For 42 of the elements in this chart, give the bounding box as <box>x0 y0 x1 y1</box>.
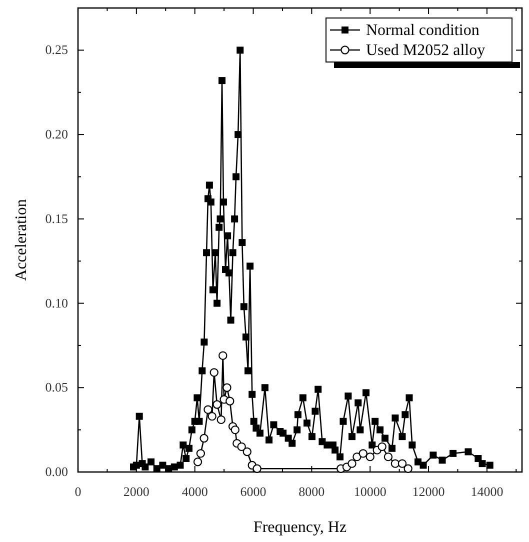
point <box>398 459 407 468</box>
point <box>210 368 218 377</box>
x-tick-label: 6000 <box>240 484 266 499</box>
point <box>193 458 202 466</box>
point <box>208 412 216 421</box>
point <box>384 452 393 462</box>
y-axis-title: Acceleration <box>13 199 30 281</box>
x-tick-label: 4000 <box>182 484 208 499</box>
x-tick-label: 8000 <box>298 484 325 499</box>
point <box>204 405 212 414</box>
point <box>216 415 226 424</box>
point <box>212 400 222 409</box>
x-tick-label: 0 <box>74 484 82 499</box>
point <box>200 434 208 443</box>
x-tick-label: 14000 <box>470 484 504 499</box>
legend-label: Normal condition <box>366 22 480 39</box>
x-tick-label: 2000 <box>123 484 150 499</box>
y-tick-label: 0.00 <box>45 464 68 479</box>
point <box>358 449 368 458</box>
point <box>378 442 386 452</box>
x-tick-label: 12000 <box>412 484 445 499</box>
point <box>242 447 252 456</box>
legend-label: Used M2052 alloy <box>366 42 486 59</box>
point <box>252 464 262 473</box>
y-tick-label: 0.10 <box>45 295 68 310</box>
point <box>366 452 374 462</box>
point <box>222 383 232 392</box>
point <box>348 459 356 468</box>
point <box>226 396 234 406</box>
point <box>390 459 400 468</box>
y-tick-label: 0.15 <box>45 210 68 226</box>
point <box>218 351 228 360</box>
point <box>352 452 362 462</box>
y-tick-label: 0.25 <box>45 42 68 58</box>
x-axis-title: Frequency, Hz <box>253 519 347 536</box>
y-tick-label: 0.20 <box>45 126 68 142</box>
point <box>237 442 246 452</box>
point <box>230 425 240 434</box>
point <box>404 464 412 473</box>
y-tick-label: 0.05 <box>45 380 68 395</box>
point <box>196 449 206 458</box>
x-tick-label: 10000 <box>354 484 386 499</box>
